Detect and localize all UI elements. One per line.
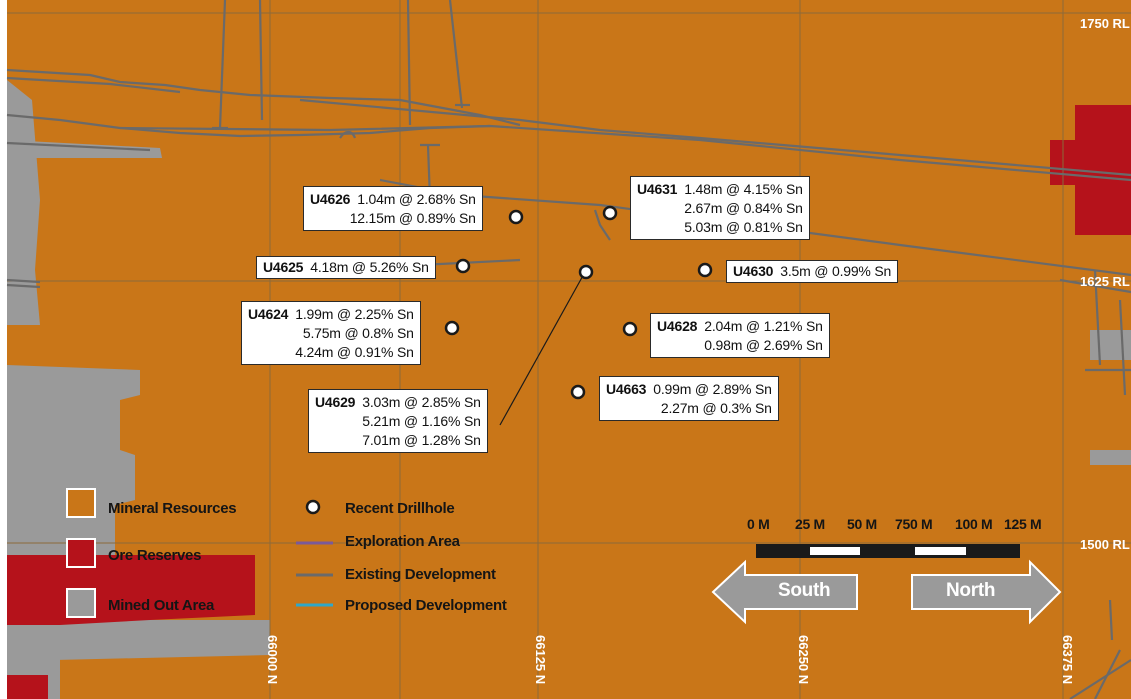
intercept: 1.04m @ 2.68% Sn xyxy=(357,191,476,207)
northing-label-66250: 66250 N xyxy=(796,635,811,685)
intercept: 3.5m @ 0.99% Sn xyxy=(780,263,892,279)
drillhole-label-u4630: U4630 3.5m @ 0.99% Sn xyxy=(726,260,899,283)
north-label: North xyxy=(946,580,996,601)
intercept: 2.67m @ 0.84% Sn xyxy=(684,200,803,216)
drillhole-u4630-marker xyxy=(697,262,713,278)
drillhole-label-u4624: U4624 1.99m @ 2.25% Sn 5.75m @ 0.8% Sn 4.… xyxy=(241,301,421,365)
drillhole-id: U4625 xyxy=(263,259,304,275)
drillhole-id: U4663 xyxy=(606,381,647,397)
drillhole-u4663-marker xyxy=(570,384,586,400)
drillhole-u4625-marker xyxy=(455,258,471,274)
u4629-leader-line xyxy=(499,271,586,426)
existing-development-lines xyxy=(6,0,1131,699)
intercept: 2.27m @ 0.3% Sn xyxy=(660,400,772,416)
intercept: 5.75m @ 0.8% Sn xyxy=(302,325,414,341)
south-arrow-icon xyxy=(711,559,858,625)
scale-tick-0: 0 M xyxy=(747,516,770,532)
rl-label-1625: 1625 RL xyxy=(1080,274,1130,289)
northing-label-66125: 66125 N xyxy=(533,635,548,685)
scale-tick-75: 750 M xyxy=(895,516,933,532)
drillhole-id: U4628 xyxy=(657,318,698,334)
legend-recent-drillhole-label: Recent Drillhole xyxy=(345,500,455,517)
intercept: 1.99m @ 2.25% Sn xyxy=(295,306,414,322)
legend-mined-out-swatch xyxy=(66,588,96,618)
drillhole-markers xyxy=(444,205,713,400)
intercept: 12.15m @ 0.89% Sn xyxy=(349,210,476,226)
intercept: 0.99m @ 2.89% Sn xyxy=(653,381,772,397)
intercept: 1.48m @ 4.15% Sn xyxy=(684,181,803,197)
legend-ore-reserves-swatch xyxy=(66,538,96,568)
scale-tick-25: 25 M xyxy=(795,516,825,532)
scale-tick-100: 100 M xyxy=(955,516,993,532)
legend-exploration-area-label: Exploration Area xyxy=(345,533,460,550)
drillhole-u4631-marker xyxy=(602,205,618,221)
legend-mined-out-label: Mined Out Area xyxy=(108,597,215,614)
drillhole-label-u4663: U4663 0.99m @ 2.89% Sn 2.27m @ 0.3% Sn xyxy=(599,376,779,421)
legend-mineral-resources-label: Mineral Resources xyxy=(108,500,237,517)
legend-existing-development-label: Existing Development xyxy=(345,566,496,583)
drillhole-id: U4626 xyxy=(310,191,351,207)
rl-label-1500: 1500 RL xyxy=(1080,537,1130,552)
intercept: 0.98m @ 2.69% Sn xyxy=(704,337,823,353)
drillhole-label-u4626: U4626 1.04m @ 2.68% Sn 12.15m @ 0.89% Sn xyxy=(303,186,483,231)
drillhole-label-u4625: U4625 4.18m @ 5.26% Sn xyxy=(256,256,436,279)
drillhole-id: U4630 xyxy=(733,263,774,279)
northing-label-66375: 66375 N xyxy=(1060,635,1075,685)
intercept: 3.03m @ 2.85% Sn xyxy=(362,394,481,410)
intercept: 5.03m @ 0.81% Sn xyxy=(684,219,803,235)
legend-proposed-development-label: Proposed Development xyxy=(345,597,507,614)
drillhole-u4626-marker xyxy=(508,209,524,225)
intercept: 5.21m @ 1.16% Sn xyxy=(362,413,481,429)
drillhole-id: U4631 xyxy=(637,181,678,197)
legend-ore-reserves-label: Ore Reserves xyxy=(108,547,202,564)
intercept: 7.01m @ 1.28% Sn xyxy=(362,432,481,448)
scale-tick-50: 50 M xyxy=(847,516,877,532)
drillhole-u4629-marker xyxy=(578,264,594,280)
intercept: 4.24m @ 0.91% Sn xyxy=(295,344,414,360)
drillhole-label-u4628: U4628 2.04m @ 1.21% Sn 0.98m @ 2.69% Sn xyxy=(650,313,830,358)
rl-label-1750: 1750 RL xyxy=(1080,16,1130,31)
drillhole-id: U4629 xyxy=(315,394,356,410)
south-label: South xyxy=(778,580,831,601)
north-arrow-icon xyxy=(911,559,1062,625)
intercept: 4.18m @ 5.26% Sn xyxy=(310,259,429,275)
scale-tick-125: 125 M xyxy=(1004,516,1042,532)
drillhole-label-u4631: U4631 1.48m @ 4.15% Sn 2.67m @ 0.84% Sn 5… xyxy=(630,176,810,240)
drillhole-label-u4629: U4629 3.03m @ 2.85% Sn 5.21m @ 1.16% Sn 7… xyxy=(308,389,488,453)
drillhole-id: U4624 xyxy=(248,306,289,322)
drillhole-u4628-marker xyxy=(622,321,638,337)
drillhole-u4624-marker xyxy=(444,320,460,336)
northing-label-66000: 66000 N xyxy=(265,635,280,685)
legend-drillhole-icon xyxy=(305,499,321,515)
intercept: 2.04m @ 1.21% Sn xyxy=(704,318,823,334)
scale-bar xyxy=(756,544,1020,558)
legend-mineral-resources-swatch xyxy=(66,488,96,518)
